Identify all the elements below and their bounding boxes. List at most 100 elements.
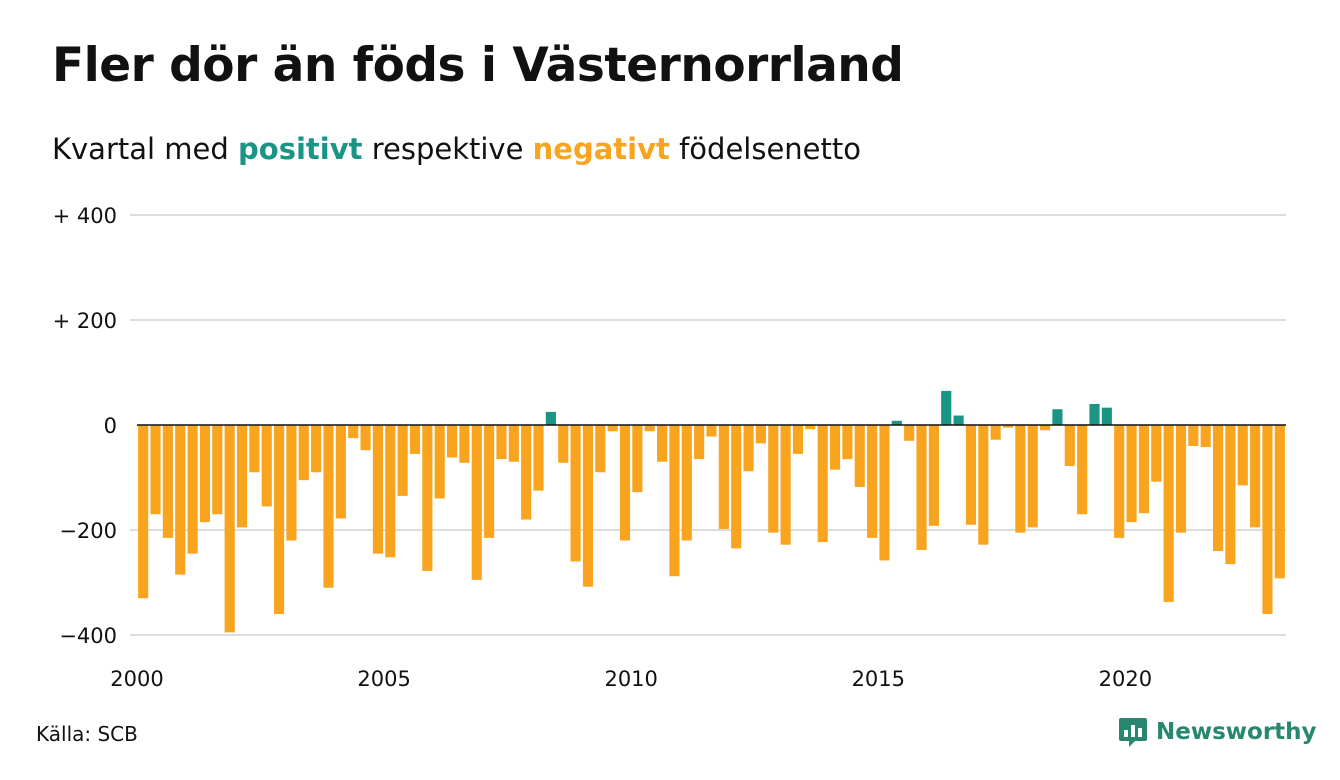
- chart-title: Fler dör än föds i Västernorrland: [52, 38, 904, 93]
- y-tick-label: −200: [59, 519, 117, 543]
- bar: [1052, 409, 1063, 425]
- bar: [867, 425, 878, 538]
- bar: [409, 425, 421, 454]
- bar: [854, 425, 865, 487]
- bar: [199, 425, 211, 523]
- bar: [471, 425, 482, 580]
- bar: [1225, 425, 1236, 565]
- bar: [397, 425, 408, 496]
- grid-lines: [130, 214, 1286, 636]
- bar: [1138, 425, 1149, 514]
- bar: [372, 425, 383, 554]
- bar: [768, 425, 779, 533]
- bar: [1188, 425, 1199, 446]
- bar: [236, 425, 248, 528]
- subtitle-positive-word: positivt: [238, 132, 363, 166]
- bar: [1163, 425, 1174, 602]
- bar: [1212, 425, 1224, 551]
- y-tick-label: −400: [59, 624, 117, 648]
- bar: [249, 425, 260, 473]
- brand-logo: Newsworthy: [1118, 714, 1317, 750]
- y-tick-label: 0: [104, 414, 117, 438]
- bar: [558, 425, 569, 463]
- bar: [1200, 425, 1211, 448]
- bar: [274, 425, 285, 614]
- bar: [681, 425, 692, 541]
- bar: [1077, 425, 1088, 515]
- bar: [348, 425, 359, 439]
- bar: [706, 425, 717, 437]
- y-tick-label: + 400: [53, 204, 117, 228]
- bar: [323, 425, 334, 588]
- x-tick-label: 2005: [357, 667, 410, 691]
- bar: [1262, 425, 1273, 614]
- bar: [619, 425, 631, 541]
- subtitle-suffix: födelsenetto: [669, 132, 861, 166]
- bar: [644, 425, 655, 432]
- bar: [212, 425, 223, 515]
- newsworthy-logo-icon: [1119, 718, 1147, 747]
- bar: [1040, 425, 1051, 431]
- bar: [904, 425, 915, 441]
- bar: [422, 425, 433, 571]
- source-note: Källa: SCB: [36, 722, 138, 746]
- bar: [1126, 425, 1137, 523]
- bar: [941, 390, 952, 426]
- bar: [1114, 425, 1125, 538]
- bars: [138, 390, 1285, 633]
- subtitle-middle: respektive: [362, 132, 533, 166]
- bar: [694, 425, 705, 460]
- bar: [434, 425, 445, 499]
- bar: [261, 425, 272, 507]
- bar: [446, 425, 458, 458]
- bar: [891, 420, 902, 425]
- bar: [607, 425, 618, 432]
- bar: [150, 425, 161, 515]
- bar: [817, 425, 828, 543]
- bar: [545, 411, 556, 426]
- bar: [879, 425, 890, 561]
- bar: [533, 425, 544, 491]
- bar: [335, 425, 346, 519]
- y-tick-label: + 200: [53, 309, 117, 333]
- subtitle-negative-word: negativt: [532, 132, 670, 166]
- bar: [1089, 404, 1100, 425]
- bar: [1237, 425, 1248, 486]
- bar: [1015, 425, 1026, 533]
- bar: [496, 425, 507, 460]
- bar: [298, 425, 309, 481]
- bar: [595, 425, 606, 473]
- bar: [978, 425, 989, 545]
- bar: [570, 425, 581, 562]
- bar: [1250, 425, 1261, 528]
- bar: [731, 425, 742, 549]
- bar: [138, 425, 149, 599]
- bar: [669, 425, 680, 577]
- bar: [1064, 425, 1075, 466]
- bar: [829, 425, 841, 470]
- subtitle-prefix: Kvartal med: [52, 132, 239, 166]
- bar: [1175, 425, 1187, 533]
- bar: [1151, 425, 1162, 482]
- bar: [928, 425, 939, 526]
- bar: [311, 425, 322, 473]
- bar: [718, 425, 729, 529]
- bar: [484, 425, 495, 538]
- bar: [360, 425, 371, 451]
- x-tick-label: 2020: [1099, 667, 1152, 691]
- bar: [224, 425, 235, 633]
- bar-chart: −400 −200 0 + 200 + 400 2000 2005 2010 2015 2020: [53, 204, 1286, 691]
- bar: [1274, 425, 1285, 579]
- bar: [755, 425, 766, 444]
- bar: [459, 425, 470, 463]
- bar: [780, 425, 791, 545]
- bar: [916, 425, 927, 550]
- bar: [792, 425, 804, 454]
- bar: [385, 425, 396, 558]
- bar: [1002, 425, 1014, 428]
- chart-subtitle: Kvartal med positivt respektive negativt…: [52, 132, 861, 166]
- bar: [657, 425, 668, 462]
- bar: [1101, 407, 1112, 425]
- bar: [965, 425, 977, 525]
- bar: [990, 425, 1001, 440]
